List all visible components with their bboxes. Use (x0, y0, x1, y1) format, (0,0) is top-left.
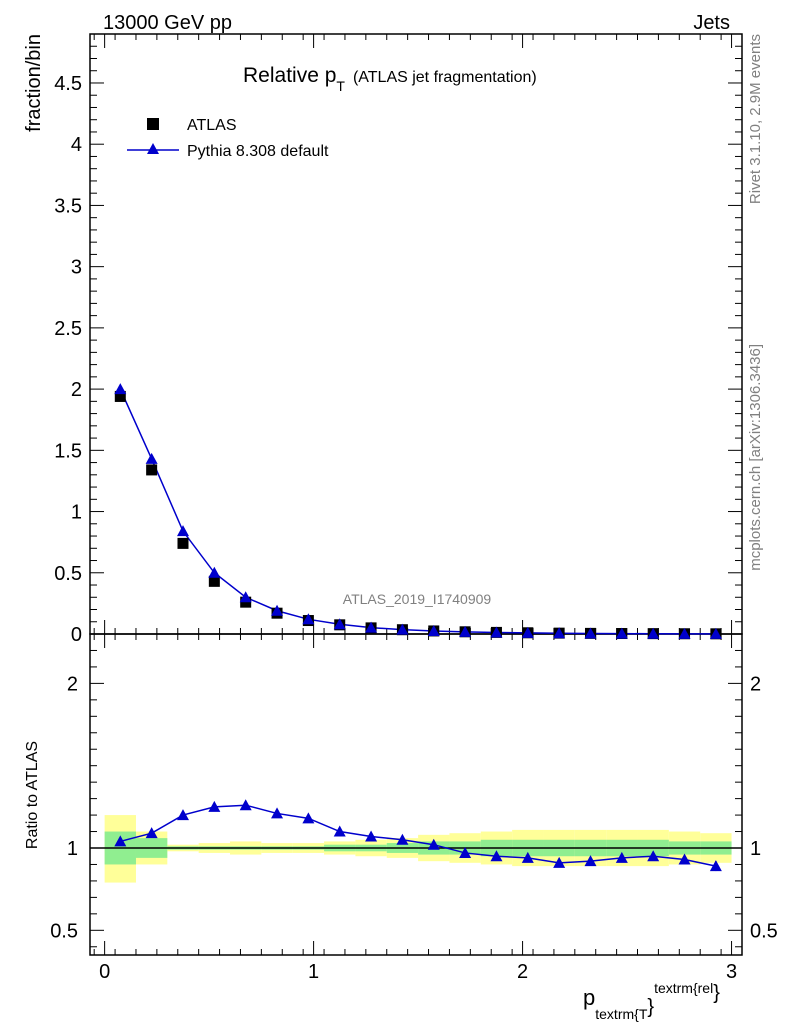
pythia-data-point (365, 621, 378, 633)
main-panel-data (114, 383, 722, 640)
y-tick-label: 4.5 (54, 73, 82, 95)
ratio-tick-label-left: 1 (67, 838, 78, 860)
ratio-data-point (521, 851, 534, 863)
ratio-data-point (145, 827, 158, 839)
ratio-data-point (302, 812, 315, 824)
ratio-panel-frame (89, 633, 743, 956)
ratio-data-point (615, 851, 628, 863)
pythia-data-point (333, 618, 346, 630)
y-tick-label: 2.5 (54, 318, 82, 340)
pythia-data-point (427, 624, 440, 636)
ratio-y-axis-label: Ratio to ATLAS (24, 741, 41, 849)
pythia-data-point (709, 627, 722, 639)
pythia-data-point (678, 627, 691, 639)
chart-title: Relative pT (ATLAS jet fragmentation) (243, 64, 537, 94)
atlas-data-point (208, 575, 220, 587)
ratio-data-point (208, 800, 221, 812)
legend-atlas-label: ATLAS (187, 117, 237, 134)
rivet-label: Rivet 3.1.10, 2.9M events (747, 34, 764, 204)
pythia-data-point (553, 627, 566, 639)
y-tick-label: 0 (71, 624, 82, 646)
pythia-data-point (208, 566, 221, 578)
ratio-data-point (647, 850, 660, 862)
pythia-data-point (114, 383, 127, 395)
ratio-tick-label-left: 0.5 (50, 920, 78, 942)
ratio-tick-label-left: 2 (67, 673, 78, 695)
y-tick-label: 1.5 (54, 440, 82, 462)
ratio-data-point (396, 833, 409, 845)
ratio-data-point (490, 850, 503, 862)
y-tick-label: 4 (71, 134, 82, 156)
header-right: Jets (693, 12, 730, 34)
pythia-data-point (239, 591, 252, 603)
ratio-tick-label-right: 2 (750, 673, 761, 695)
axis-tick-labels: 0 1 2 3 0 0.5 1 1.5 2 2.5 3 3.5 4 4.5 0.5 0.5 1 1 2 2 (50, 73, 778, 983)
ratio-data-point (584, 855, 597, 867)
ratio-data-point (709, 860, 722, 872)
pythia-data-point (521, 626, 534, 638)
pythia-data-point (302, 613, 315, 625)
pythia-data-point (396, 623, 409, 635)
pythia-data-point (615, 627, 628, 639)
ratio-series-line (120, 804, 717, 867)
x-tick-label: 3 (726, 961, 737, 983)
pythia-data-point (145, 452, 158, 464)
pythia-data-point (459, 625, 472, 637)
pythia-data-point (271, 604, 284, 616)
legend: ATLAS Pythia 8.308 default (127, 117, 329, 160)
y-tick-label: 0.5 (54, 563, 82, 585)
y-tick-label: 3 (71, 257, 82, 279)
y-axis-label: fraction/bin (23, 34, 45, 132)
ratio-data-point (427, 838, 440, 850)
pythia-data-point (647, 627, 660, 639)
ratio-data-point (176, 809, 189, 821)
pythia-data-point (490, 626, 503, 638)
legend-pythia-marker (147, 143, 159, 154)
ratio-data-point (239, 799, 252, 811)
atlas-data-point (177, 537, 189, 549)
axis-ticks (90, 33, 742, 955)
atlas-data-point (114, 390, 126, 402)
ratio-panel-data (114, 799, 722, 872)
atlas-data-point (146, 464, 158, 476)
pythia-data-point (584, 627, 597, 639)
header-left: 13000 GeV pp (103, 12, 232, 34)
ratio-tick-label-right: 0.5 (750, 920, 778, 942)
legend-atlas-marker (147, 118, 159, 130)
legend-pythia-label: Pythia 8.308 default (187, 143, 329, 160)
ratio-data-point (333, 825, 346, 837)
x-tick-label: 2 (517, 961, 528, 983)
ratio-data-point (365, 830, 378, 842)
y-tick-label: 2 (71, 379, 82, 401)
analysis-label: ATLAS_2019_I1740909 (343, 591, 492, 607)
ratio-data-point (114, 835, 127, 847)
ratio-data-point (271, 807, 284, 819)
y-tick-label: 1 (71, 502, 82, 524)
x-axis-label: ptextrm{T}textrm{rel} (583, 980, 720, 1022)
x-tick-label: 0 (99, 961, 110, 983)
ratio-data-point (553, 856, 566, 868)
x-tick-label: 1 (308, 961, 319, 983)
y-tick-label: 3.5 (54, 195, 82, 217)
ratio-tick-label-right: 1 (750, 838, 761, 860)
ratio-data-point (459, 846, 472, 858)
mcplots-label: mcplots.cern.ch [arXiv:1306.3436] (747, 344, 764, 571)
pythia-data-point (176, 525, 189, 537)
ratio-data-point (678, 853, 691, 865)
